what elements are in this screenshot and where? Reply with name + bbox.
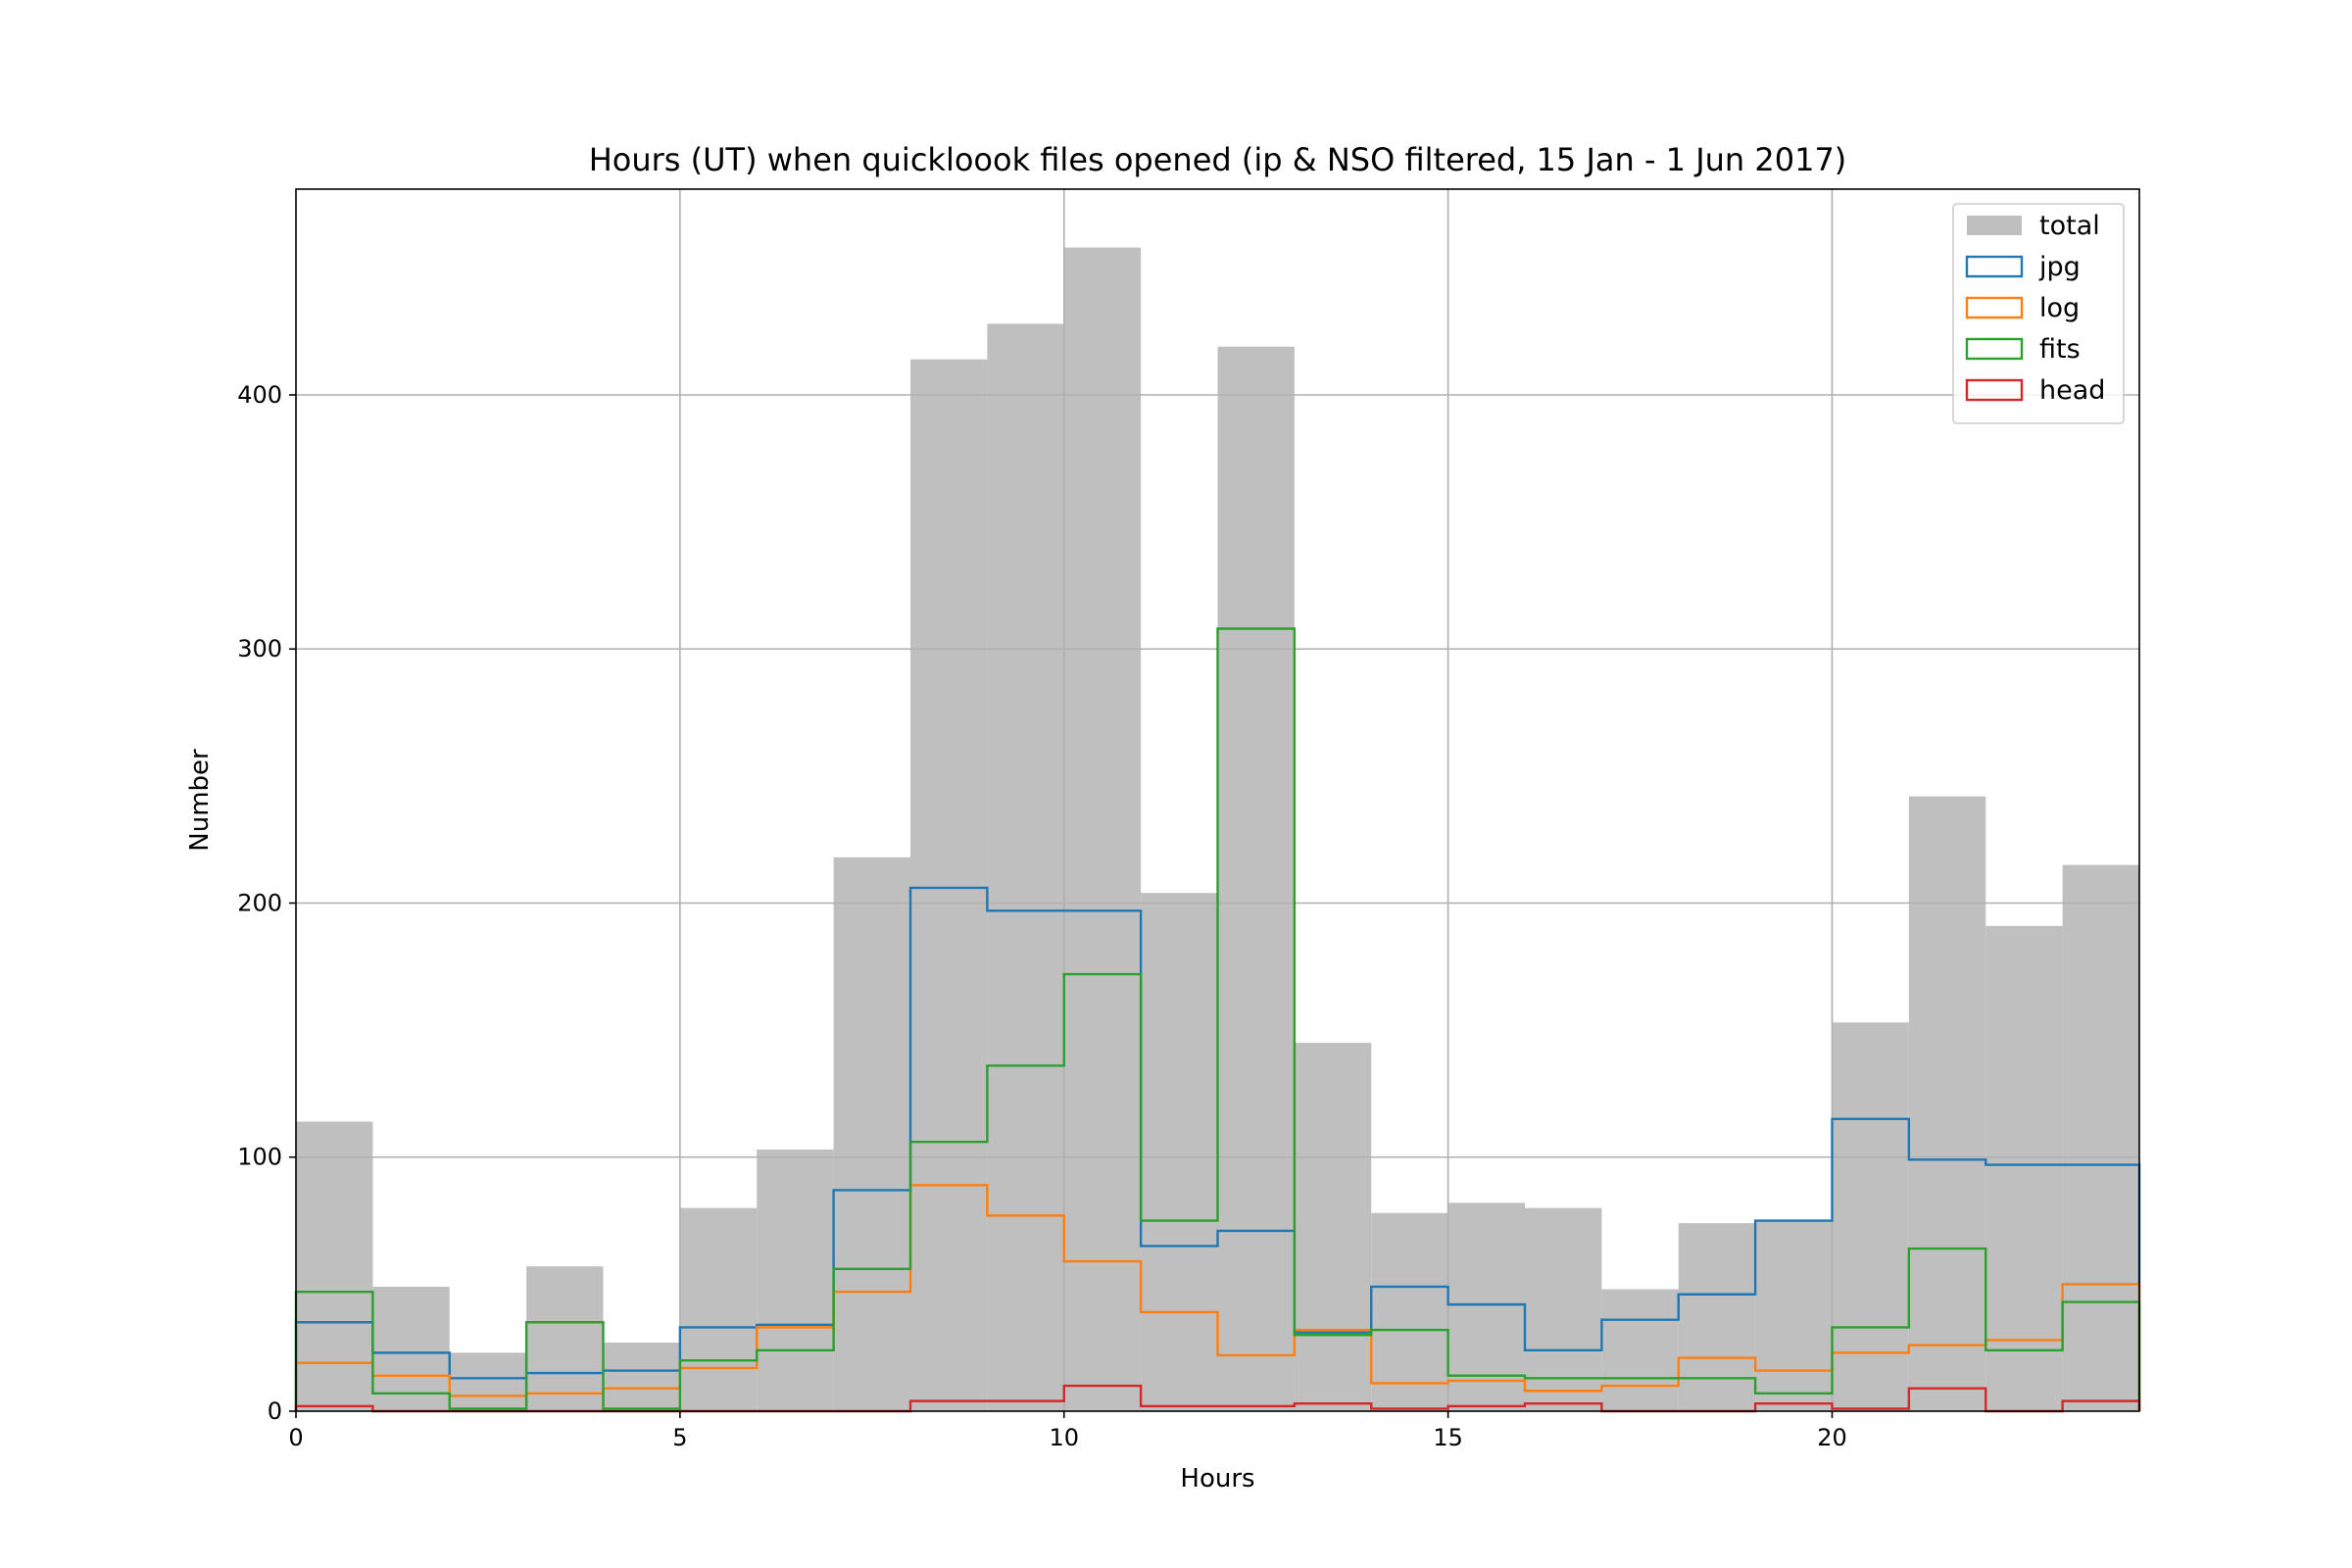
total-bar <box>1908 796 1986 1411</box>
total-bar <box>372 1286 450 1411</box>
x-tick-label: 0 <box>288 1424 303 1451</box>
total-bar <box>1678 1223 1756 1411</box>
y-tick-label: 200 <box>237 889 282 916</box>
x-tick-label: 15 <box>1433 1424 1463 1451</box>
total-bar <box>1294 1043 1372 1411</box>
legend-label-fits: fits <box>2039 334 2081 365</box>
total-bar <box>1755 1220 1833 1411</box>
total-bar <box>1601 1289 1679 1411</box>
fits-series-line <box>294 627 2141 1411</box>
total-bar <box>1832 1022 1909 1411</box>
legend-label-head: head <box>2039 375 2105 406</box>
legend-swatch-fits <box>1965 337 2024 361</box>
total-bar <box>1217 346 1295 1411</box>
total-bar <box>1371 1212 1448 1411</box>
total-bar <box>449 1352 527 1411</box>
chart-title: Hours (UT) when quickloook files opened … <box>589 141 1847 178</box>
legend-label-total: total <box>2039 211 2100 241</box>
total-bar <box>910 359 988 1412</box>
y-tick-label: 0 <box>268 1397 282 1425</box>
y-tick-label: 300 <box>237 635 282 662</box>
y-tick-label: 100 <box>237 1144 282 1171</box>
legend-swatch-log <box>1965 296 2024 319</box>
legend-swatch-head <box>1965 378 2024 402</box>
total-bar <box>526 1266 604 1411</box>
total-bar <box>2062 864 2139 1411</box>
legend-label-jpg: jpg <box>2038 252 2081 282</box>
total-bar <box>1985 925 2063 1411</box>
legend-label-log: log <box>2039 293 2080 323</box>
legend-swatch-total <box>1967 216 2022 235</box>
x-axis-label: Hours <box>1180 1464 1254 1494</box>
legend-swatch-jpg <box>1965 255 2024 278</box>
x-tick-label: 20 <box>1817 1424 1847 1451</box>
total-bar <box>1141 893 1218 1411</box>
total-bar <box>757 1149 834 1411</box>
y-tick-label: 400 <box>237 381 282 409</box>
legend-box <box>1952 203 2125 424</box>
legend: total jpg log fits head <box>1952 203 2125 424</box>
x-tick-label: 5 <box>672 1424 687 1451</box>
total-bar <box>833 857 910 1411</box>
total-bars <box>296 247 2139 1412</box>
x-tick-label: 10 <box>1049 1424 1079 1451</box>
y-axis-label: Number <box>185 749 215 852</box>
total-bar <box>296 1121 373 1411</box>
total-bar <box>987 323 1064 1411</box>
total-bar <box>679 1207 758 1411</box>
total-bar <box>603 1343 680 1411</box>
total-bar <box>1525 1207 1602 1411</box>
plot-frame <box>295 188 2140 1412</box>
total-bar <box>1063 247 1142 1412</box>
jpg-series-line <box>294 886 2141 1411</box>
